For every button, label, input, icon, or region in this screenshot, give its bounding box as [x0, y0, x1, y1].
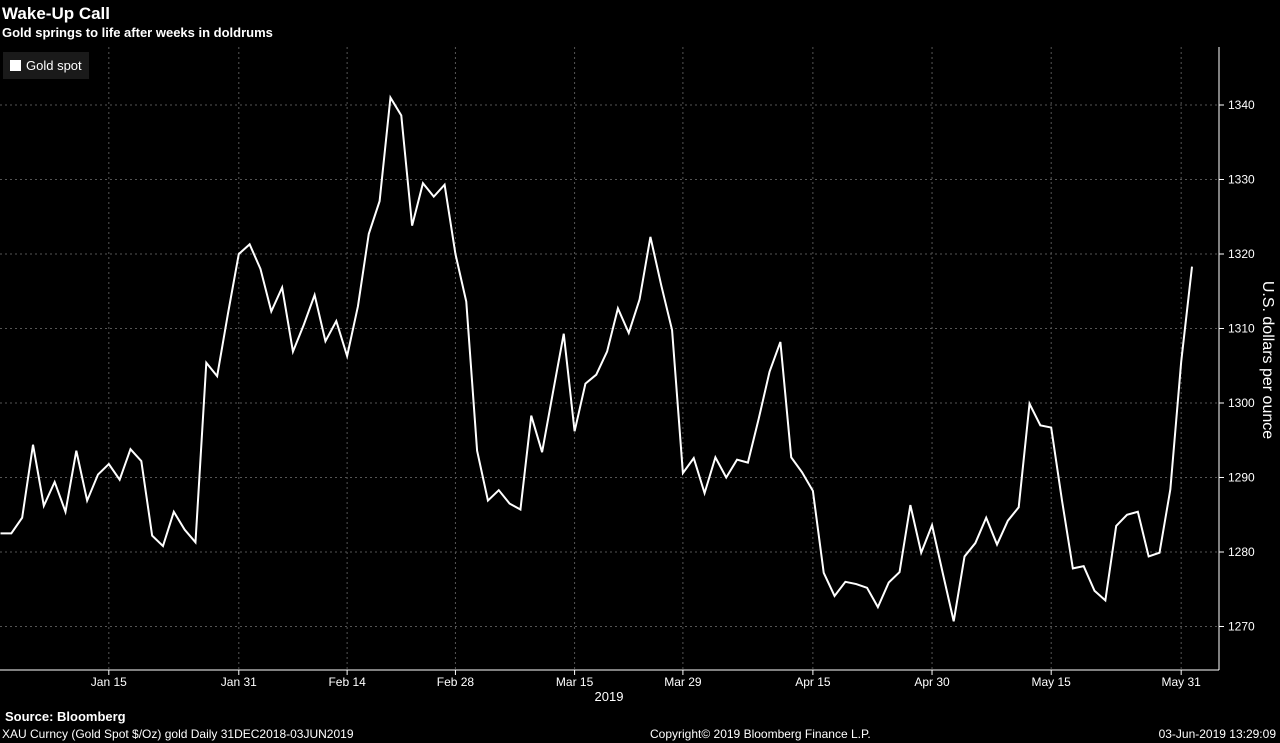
x-axis-year-label: 2019	[595, 689, 624, 704]
x-axis-ticks: Jan 15 Jan 31 Feb 14 Feb 28 Mar 15 Mar 29 Apr …	[91, 670, 1201, 689]
chart-title: Wake-Up Call	[2, 4, 111, 23]
x-tick-label: Mar 15	[556, 675, 594, 689]
y-tick-label: 1290	[1228, 471, 1255, 485]
grid-lines	[0, 47, 1219, 670]
x-tick-label: Jan 31	[221, 675, 257, 689]
y-tick-label: 1320	[1228, 247, 1255, 261]
x-tick-label: Apr 30	[914, 675, 950, 689]
y-tick-label: 1270	[1228, 620, 1255, 634]
x-tick-label: Jan 15	[91, 675, 127, 689]
legend: Gold spot	[3, 52, 89, 79]
legend-swatch-gold-spot	[10, 60, 21, 71]
y-tick-label: 1340	[1228, 98, 1255, 112]
y-axis-ticks: 1270 1280 1290 1300 1310 1320 1330 1340	[1219, 98, 1255, 634]
source-note: Source: Bloomberg	[5, 709, 126, 724]
x-tick-label: Mar 29	[664, 675, 702, 689]
y-tick-label: 1280	[1228, 545, 1255, 559]
series-line-gold-spot	[0, 94, 1193, 622]
legend-label-gold-spot: Gold spot	[26, 58, 82, 73]
footer-timestamp: 03-Jun-2019 13:29:09	[1158, 727, 1276, 741]
x-tick-label: Feb 28	[437, 675, 475, 689]
x-tick-label: May 31	[1161, 675, 1201, 689]
y-axis-label: U.S. dollars per ounce	[1259, 281, 1276, 439]
y-tick-label: 1310	[1228, 322, 1255, 336]
footer-copyright: Copyright© 2019 Bloomberg Finance L.P.	[650, 727, 871, 741]
x-tick-label: Feb 14	[328, 675, 366, 689]
x-tick-label: May 15	[1032, 675, 1072, 689]
footer-ticker-info: XAU Curncy (Gold Spot $/Oz) gold Daily 3…	[2, 727, 354, 741]
y-tick-label: 1330	[1228, 173, 1255, 187]
x-tick-label: Apr 15	[795, 675, 831, 689]
chart-subtitle: Gold springs to life after weeks in dold…	[2, 25, 273, 40]
y-tick-label: 1300	[1228, 396, 1255, 410]
